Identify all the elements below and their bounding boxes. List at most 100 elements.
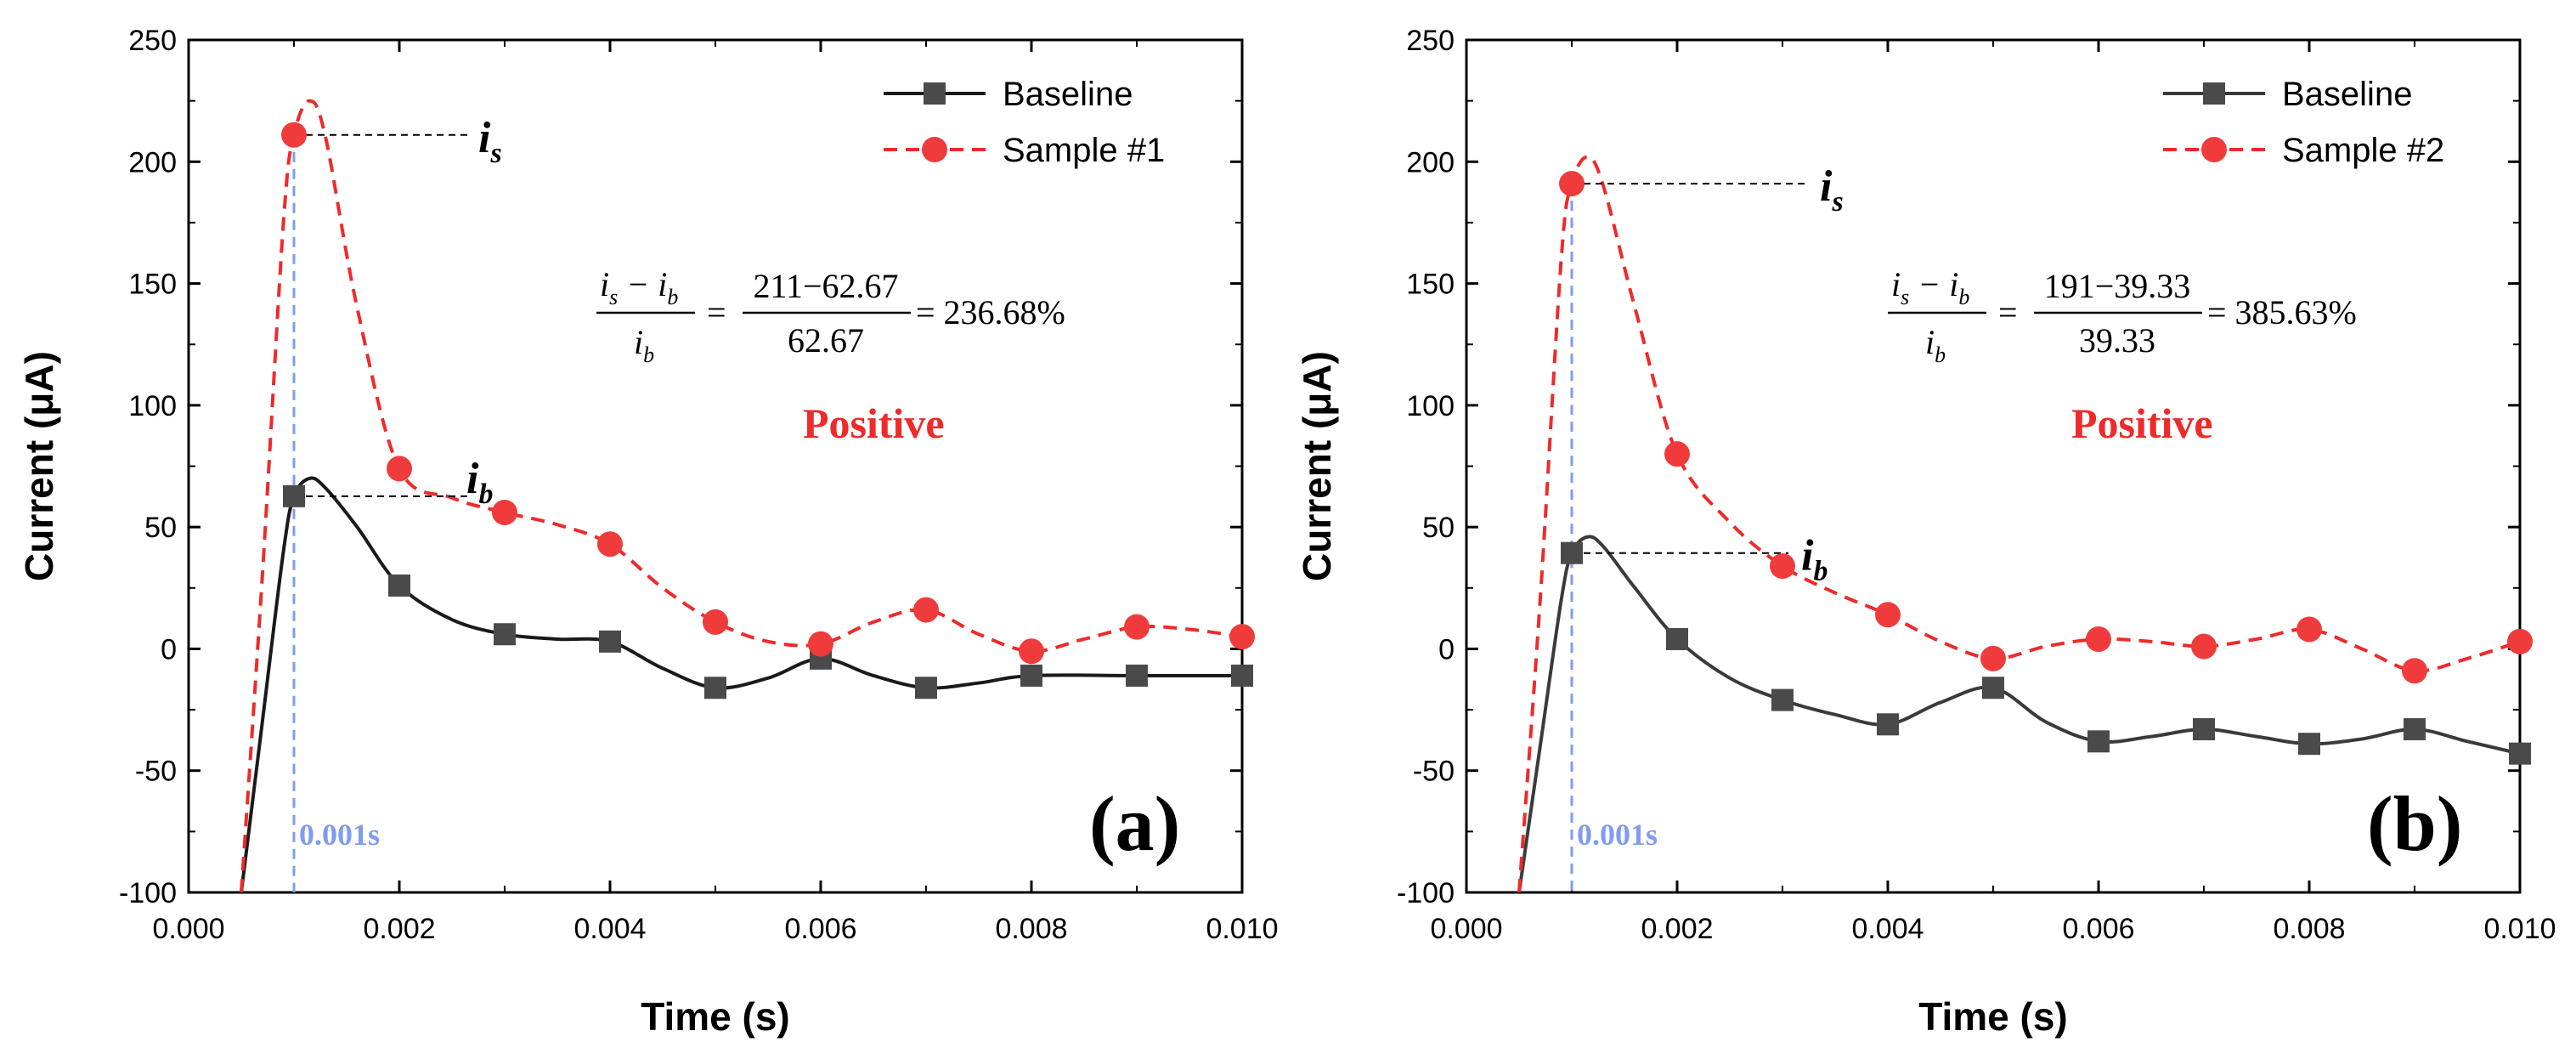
sample-marker bbox=[387, 456, 412, 482]
baseline-marker bbox=[1020, 664, 1042, 687]
legend-label: Baseline bbox=[2282, 76, 2412, 113]
y-axis-title: Current (μA) bbox=[1295, 351, 1339, 581]
baseline-marker bbox=[1982, 677, 2004, 699]
y-tick-label: 100 bbox=[1406, 390, 1455, 422]
sample-marker bbox=[1559, 171, 1585, 197]
baseline-marker bbox=[1231, 664, 1253, 687]
sample-marker bbox=[2086, 626, 2111, 652]
y-tick-label: 150 bbox=[1406, 269, 1455, 301]
x-tick-label: 0.006 bbox=[784, 913, 856, 945]
sample-marker bbox=[2296, 616, 2322, 643]
formula-numerator: is − ib bbox=[1891, 265, 1969, 309]
legend-marker-circle bbox=[922, 137, 947, 162]
time-marker-label: 0.001s bbox=[299, 818, 380, 852]
sample-marker bbox=[597, 531, 623, 558]
baseline-marker bbox=[2298, 733, 2320, 756]
x-tick-label: 0.010 bbox=[2483, 913, 2556, 945]
x-tick-label: 0.000 bbox=[152, 913, 224, 945]
positive-label: Positive bbox=[803, 399, 945, 447]
x-tick-label: 0.000 bbox=[1430, 913, 1502, 945]
x-tick-label: 0.010 bbox=[1206, 913, 1278, 945]
sample-marker bbox=[1124, 614, 1150, 640]
baseline-marker bbox=[2404, 717, 2426, 740]
legend-marker-circle bbox=[2201, 137, 2227, 162]
formula-numerator: is − ib bbox=[600, 265, 678, 309]
panel-label: (a) bbox=[1089, 780, 1180, 867]
baseline-marker bbox=[1126, 664, 1148, 687]
is-label: is bbox=[478, 114, 502, 169]
formula-result: = 385.63% bbox=[2207, 293, 2357, 331]
legend-label: Sample #1 bbox=[1003, 132, 1165, 169]
baseline-marker bbox=[1666, 627, 1688, 650]
sample-marker bbox=[1875, 602, 1901, 628]
x-axis-title: Time (s) bbox=[641, 994, 790, 1039]
y-tick-label: 150 bbox=[128, 269, 177, 301]
y-tick-label: -100 bbox=[1397, 877, 1455, 909]
plot-area bbox=[240, 99, 1242, 892]
x-tick-label: 0.008 bbox=[2273, 913, 2345, 945]
sample-marker bbox=[808, 631, 833, 657]
formula-result: = 236.68% bbox=[916, 293, 1065, 331]
formula-frac2-numerator: 211−62.67 bbox=[753, 267, 898, 305]
x-tick-label: 0.004 bbox=[573, 913, 646, 945]
y-tick-label: 50 bbox=[144, 512, 177, 544]
ib-label: ib bbox=[466, 455, 493, 510]
legend-label: Sample #2 bbox=[2282, 132, 2444, 169]
sample-marker bbox=[2402, 658, 2427, 684]
baseline-marker bbox=[915, 677, 937, 699]
sample-marker bbox=[913, 597, 939, 623]
sample-marker bbox=[1229, 624, 1255, 650]
y-tick-label: 200 bbox=[1406, 146, 1455, 178]
y-tick-label: -50 bbox=[1413, 756, 1455, 788]
is-label: is bbox=[1820, 162, 1844, 218]
formula: is − ib ib = 211−62.67 62.67 = 236.68% bbox=[596, 265, 1065, 367]
x-axis-title: Time (s) bbox=[1918, 994, 2068, 1039]
sample-marker bbox=[281, 122, 307, 148]
formula-frac2-denominator: 39.33 bbox=[2079, 321, 2155, 360]
legend-marker-square bbox=[2203, 82, 2225, 105]
baseline-marker bbox=[2193, 717, 2215, 740]
baseline-marker bbox=[283, 484, 305, 507]
sample-marker bbox=[1980, 645, 2006, 671]
y-tick-label: 250 bbox=[1406, 25, 1455, 57]
sample-marker bbox=[703, 609, 728, 635]
baseline-marker bbox=[1561, 541, 1583, 564]
baseline-marker bbox=[1877, 713, 1899, 736]
y-tick-label: -100 bbox=[119, 877, 177, 909]
positive-label: Positive bbox=[2071, 399, 2213, 447]
sample-marker bbox=[2507, 628, 2533, 654]
sample-marker bbox=[2191, 633, 2217, 660]
baseline-marker bbox=[599, 630, 621, 653]
sample-marker bbox=[492, 499, 517, 525]
sample-marker bbox=[1770, 552, 1795, 579]
baseline-marker bbox=[388, 574, 410, 597]
legend-marker-square bbox=[924, 82, 946, 105]
y-tick-label: 0 bbox=[1438, 633, 1455, 665]
panel-b: -100 -50 0 50 100 150 200 250 0.000 0.002 0.004 0.0… bbox=[1295, 25, 2556, 1039]
formula-equals: = bbox=[1998, 293, 2018, 331]
panel-a: -100 -50 0 50 100 150 200 250 0.000 0.002 0.004 0.0… bbox=[17, 25, 1279, 1039]
panel-label: (b) bbox=[2367, 780, 2462, 867]
series-line-baseline bbox=[240, 476, 1242, 892]
x-tick-label: 0.006 bbox=[2062, 913, 2134, 945]
y-tick-label: 0 bbox=[161, 633, 177, 665]
legend-label: Baseline bbox=[1003, 76, 1133, 113]
y-tick-label: 50 bbox=[1422, 512, 1455, 544]
baseline-marker bbox=[1771, 688, 1794, 711]
x-tick-label: 0.008 bbox=[995, 913, 1067, 945]
ib-label: ib bbox=[1801, 532, 1827, 587]
y-tick-label: 250 bbox=[128, 25, 177, 57]
formula-denominator: ib bbox=[634, 323, 654, 367]
y-tick-label: 100 bbox=[128, 390, 177, 422]
formula-frac2-numerator: 191−39.33 bbox=[2044, 267, 2191, 305]
x-tick-label: 0.004 bbox=[1851, 913, 1924, 945]
x-tick-label: 0.002 bbox=[1641, 913, 1713, 945]
formula-frac2-denominator: 62.67 bbox=[788, 321, 864, 360]
series-line-sample bbox=[240, 99, 1242, 892]
y-tick-label: 200 bbox=[128, 146, 177, 178]
sample-marker bbox=[1664, 441, 1690, 467]
baseline-marker bbox=[2087, 730, 2110, 753]
sample-marker bbox=[1019, 638, 1044, 665]
y-axis-title: Current (μA) bbox=[17, 351, 61, 581]
